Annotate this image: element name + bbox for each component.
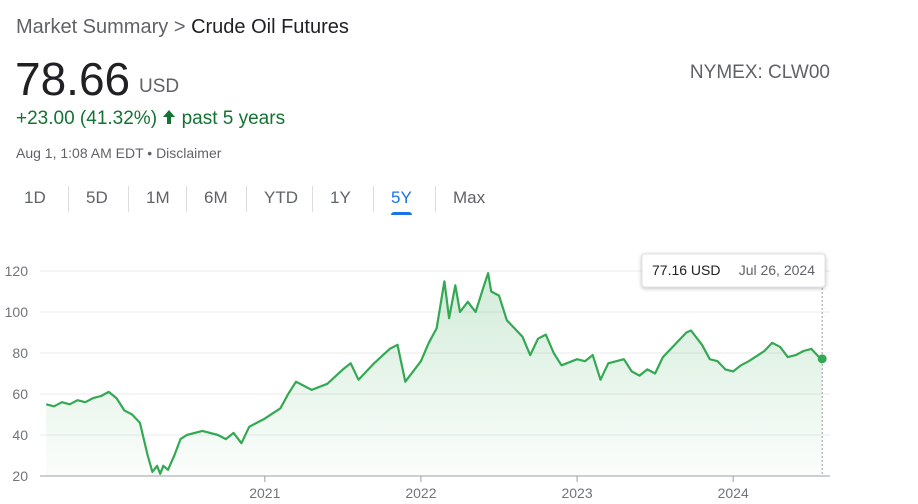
tab-separator (246, 186, 247, 212)
breadcrumb-row: Market Summary > Crude Oil Futures (16, 16, 349, 39)
tab-separator (312, 186, 313, 212)
y-tick-label: 100 (5, 304, 29, 320)
breadcrumb[interactable]: Market Summary (16, 16, 169, 38)
title: Crude Oil Futures (191, 16, 349, 38)
exchange: NYMEX: CLW00 (689, 62, 830, 83)
tab-separator (373, 186, 374, 212)
tooltip-date: Jul 26, 2024 (739, 262, 815, 278)
x-tick-label: 2024 (718, 485, 749, 501)
tab-separator (68, 186, 69, 212)
tab-separator (435, 186, 436, 212)
x-tick-label: 2021 (249, 485, 280, 501)
period: past 5 years (181, 108, 286, 129)
tooltip-box (641, 253, 826, 288)
price: 78.66 (15, 53, 131, 105)
tab[interactable]: 1M (146, 188, 170, 207)
tab[interactable]: 5Y (391, 188, 412, 215)
active-underline (391, 212, 412, 215)
tab[interactable]: YTD (264, 188, 298, 207)
timestamp-row: Aug 1, 1:08 AM EDT • Disclaimer (16, 145, 222, 161)
up-arrow (163, 110, 176, 124)
tab[interactable]: 6M (204, 188, 228, 207)
breadcrumb-separator: > (173, 16, 186, 38)
area-fill (46, 273, 823, 476)
tab[interactable]: 1D (24, 188, 46, 207)
x-tick-label: 2023 (561, 485, 592, 501)
y-tick-label: 20 (12, 468, 28, 484)
tab[interactable]: Max (453, 188, 486, 207)
change: +23.00 (41.32%) (16, 108, 158, 129)
y-tick-label: 120 (5, 263, 29, 279)
x-tick-label: 2022 (405, 485, 436, 501)
currency: USD (139, 76, 180, 97)
tab[interactable]: 5D (86, 188, 108, 207)
tab-separator (186, 186, 187, 212)
change-row: +23.00 (41.32%) past 5 years (16, 108, 285, 130)
tooltip-price: 77.16 USD (652, 262, 720, 278)
price-line (45, 272, 823, 475)
y-tick-label: 60 (12, 386, 28, 402)
timestamp: Aug 1, 1:08 AM EDT (16, 145, 144, 161)
hover-point (817, 354, 827, 364)
chart: 20 40 60 80 100 120 2021 2022 2023 2024 77.16 USD J… (5, 253, 830, 501)
tab[interactable]: 1Y (330, 188, 351, 207)
y-tick-label: 40 (12, 427, 28, 443)
y-tick-label: 80 (12, 345, 28, 361)
tab-separator (128, 186, 129, 212)
disclaimer[interactable]: Disclaimer (156, 145, 222, 161)
